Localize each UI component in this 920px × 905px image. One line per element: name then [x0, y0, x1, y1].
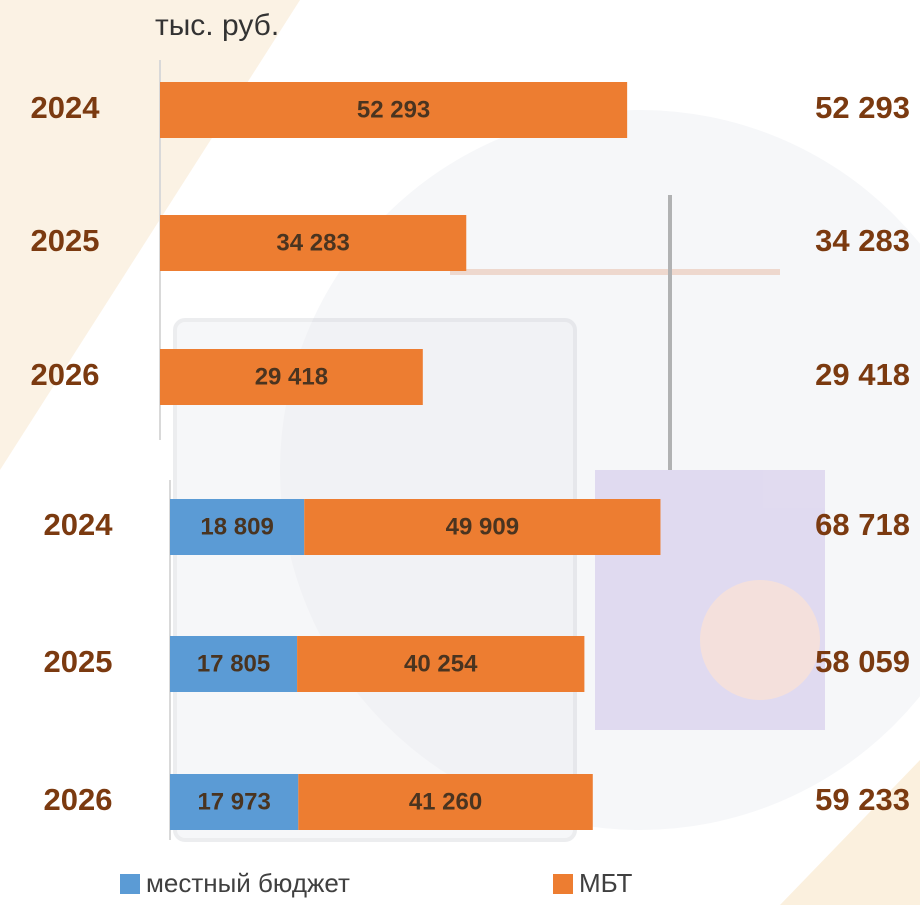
total-label: 58 059 — [815, 644, 910, 679]
total-label: 68 718 — [815, 507, 910, 542]
y-tick-label: 2026 — [31, 357, 100, 392]
data-label: 17 805 — [197, 650, 270, 677]
data-label: 17 973 — [197, 788, 270, 815]
unit-label: тыс. руб. — [155, 9, 279, 42]
chart: тыс. руб. 2024 52 293 52 293 2025 34 283 34 2… — [0, 0, 920, 905]
data-label: 40 254 — [404, 650, 478, 677]
y-tick-label: 2025 — [31, 223, 100, 258]
legend-swatch — [120, 874, 140, 894]
total-label: 34 283 — [815, 223, 910, 258]
data-label: 18 809 — [200, 513, 273, 540]
data-label: 52 293 — [357, 96, 430, 123]
data-label: 34 283 — [276, 229, 349, 256]
total-label: 29 418 — [815, 357, 910, 392]
y-tick-label: 2026 — [44, 782, 113, 817]
legend-label: МБТ — [579, 868, 633, 898]
y-tick-label: 2024 — [31, 90, 101, 125]
data-label: 29 418 — [255, 363, 328, 390]
total-label: 52 293 — [815, 90, 910, 125]
y-tick-label: 2025 — [44, 644, 113, 679]
data-label: 41 260 — [409, 788, 482, 815]
data-label: 49 909 — [446, 513, 519, 540]
legend-swatch — [553, 874, 573, 894]
y-tick-label: 2024 — [44, 507, 114, 542]
total-label: 59 233 — [815, 782, 910, 817]
legend-label: местный бюджет — [146, 868, 350, 898]
